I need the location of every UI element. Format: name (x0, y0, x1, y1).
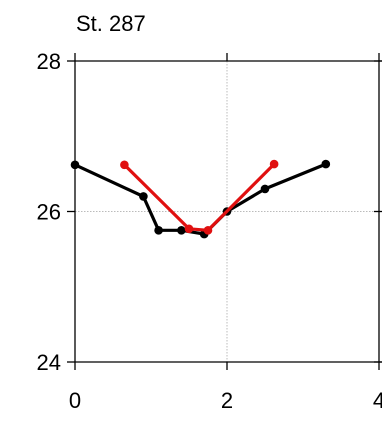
data-point (139, 192, 148, 201)
series-line (123, 162, 276, 232)
data-point (260, 184, 270, 194)
x-tick-label: 0 (69, 388, 81, 413)
x-tick-label: 2 (221, 388, 233, 413)
data-point (184, 224, 194, 234)
series-1 (70, 159, 331, 239)
data-point (177, 226, 186, 235)
data-point (120, 160, 129, 170)
y-tick-label: 26 (37, 200, 61, 225)
series-line (74, 162, 327, 236)
y-tick-label: 28 (37, 49, 61, 74)
x-tick-label: 4 (373, 388, 382, 413)
data-point (269, 159, 279, 169)
series-2 (120, 159, 279, 235)
data-point (203, 226, 213, 235)
data-point (154, 226, 163, 235)
data-point (321, 159, 331, 169)
y-tick-label: 24 (37, 350, 61, 375)
chart-title: St. 287 (76, 11, 146, 36)
series-layer (70, 159, 331, 239)
